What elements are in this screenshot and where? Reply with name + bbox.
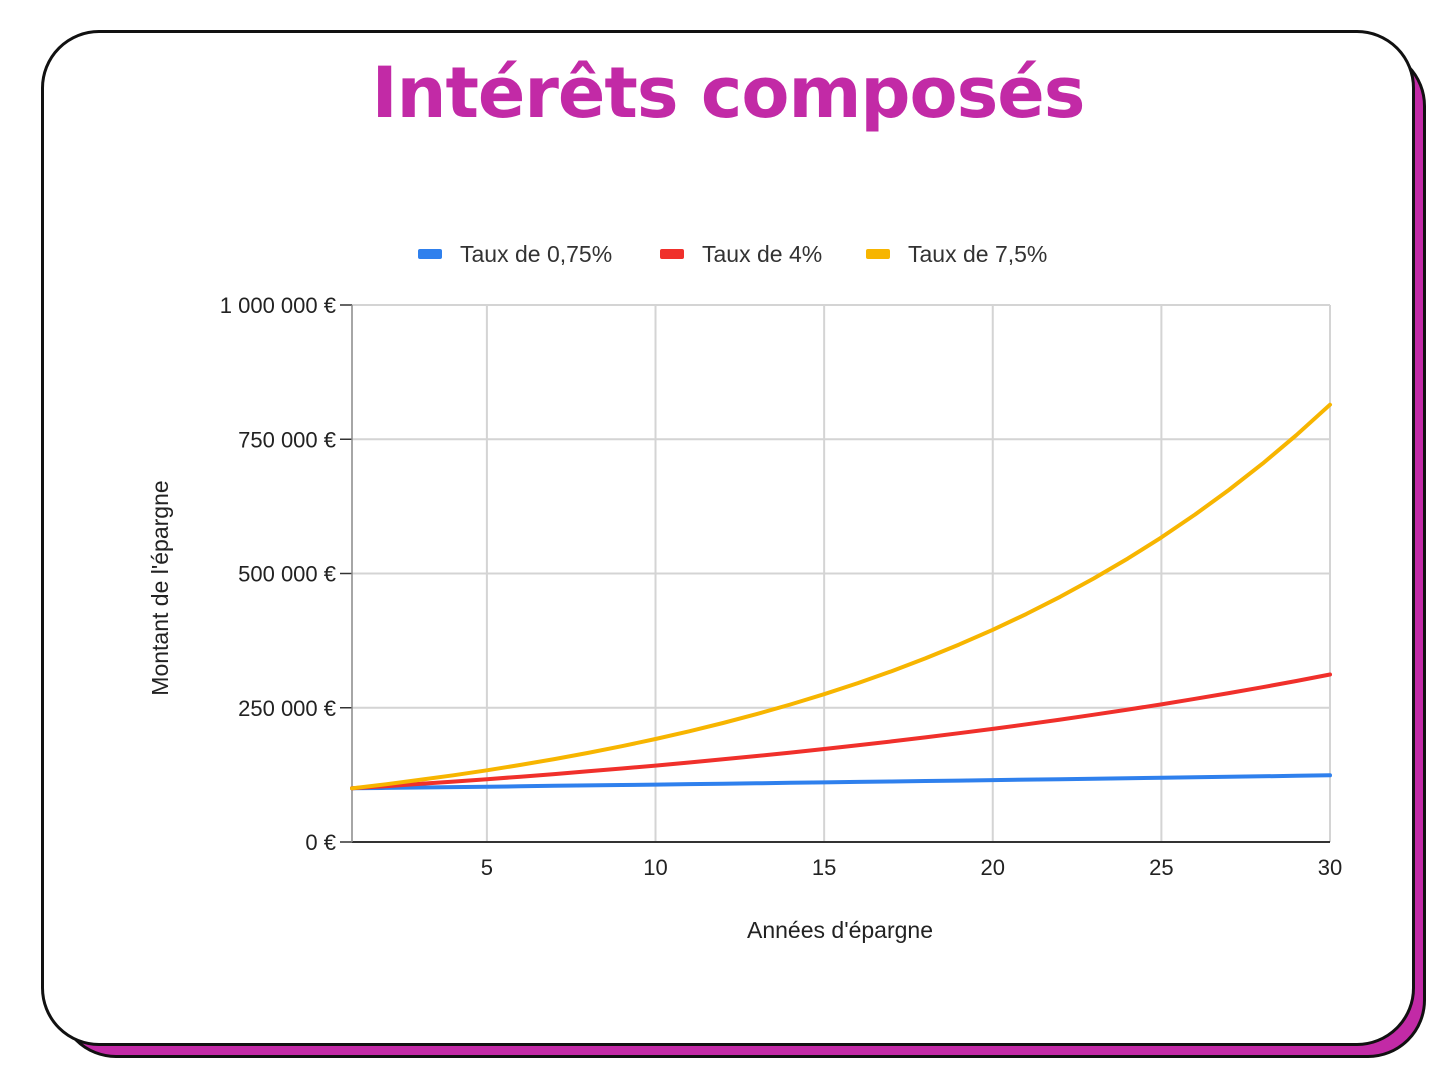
x-tick-label: 10	[643, 855, 667, 880]
legend-swatch-2	[660, 249, 684, 259]
chart-title: Intérêts composés	[371, 52, 1086, 134]
legend-label-3: Taux de 7,5%	[908, 241, 1047, 267]
tick-labels: 0 € 250 000 € 500 000 € 750 000 € 1 000 000 …	[220, 293, 1342, 880]
legend-label-2: Taux de 4%	[702, 241, 822, 267]
y-tick-label: 750 000 €	[238, 427, 336, 452]
x-tick-label: 30	[1318, 855, 1342, 880]
x-tick-label: 20	[981, 855, 1005, 880]
x-tick-label: 25	[1149, 855, 1173, 880]
y-tick-label: 1 000 000 €	[220, 293, 336, 318]
legend-swatch-1	[418, 249, 442, 259]
y-tick-label: 0 €	[305, 830, 336, 855]
series-line-2	[350, 672, 1332, 791]
legend-label-1: Taux de 0,75%	[460, 241, 612, 267]
gridlines	[352, 304, 1331, 842]
legend: Taux de 0,75% Taux de 4% Taux de 7,5%	[418, 241, 1047, 267]
legend-swatch-3	[866, 249, 890, 259]
y-tick-label: 250 000 €	[238, 696, 336, 721]
y-axis-title: Montant de l'épargne	[147, 480, 173, 695]
x-tick-label: 15	[812, 855, 836, 880]
y-tick-label: 500 000 €	[238, 562, 336, 587]
x-axis-title: Années d'épargne	[747, 917, 933, 943]
series-line-1	[350, 773, 1332, 791]
x-tick-label: 5	[481, 855, 493, 880]
series-lines	[350, 402, 1332, 791]
card	[41, 30, 1415, 1046]
axes	[340, 304, 1330, 843]
series-line-3	[350, 402, 1332, 791]
